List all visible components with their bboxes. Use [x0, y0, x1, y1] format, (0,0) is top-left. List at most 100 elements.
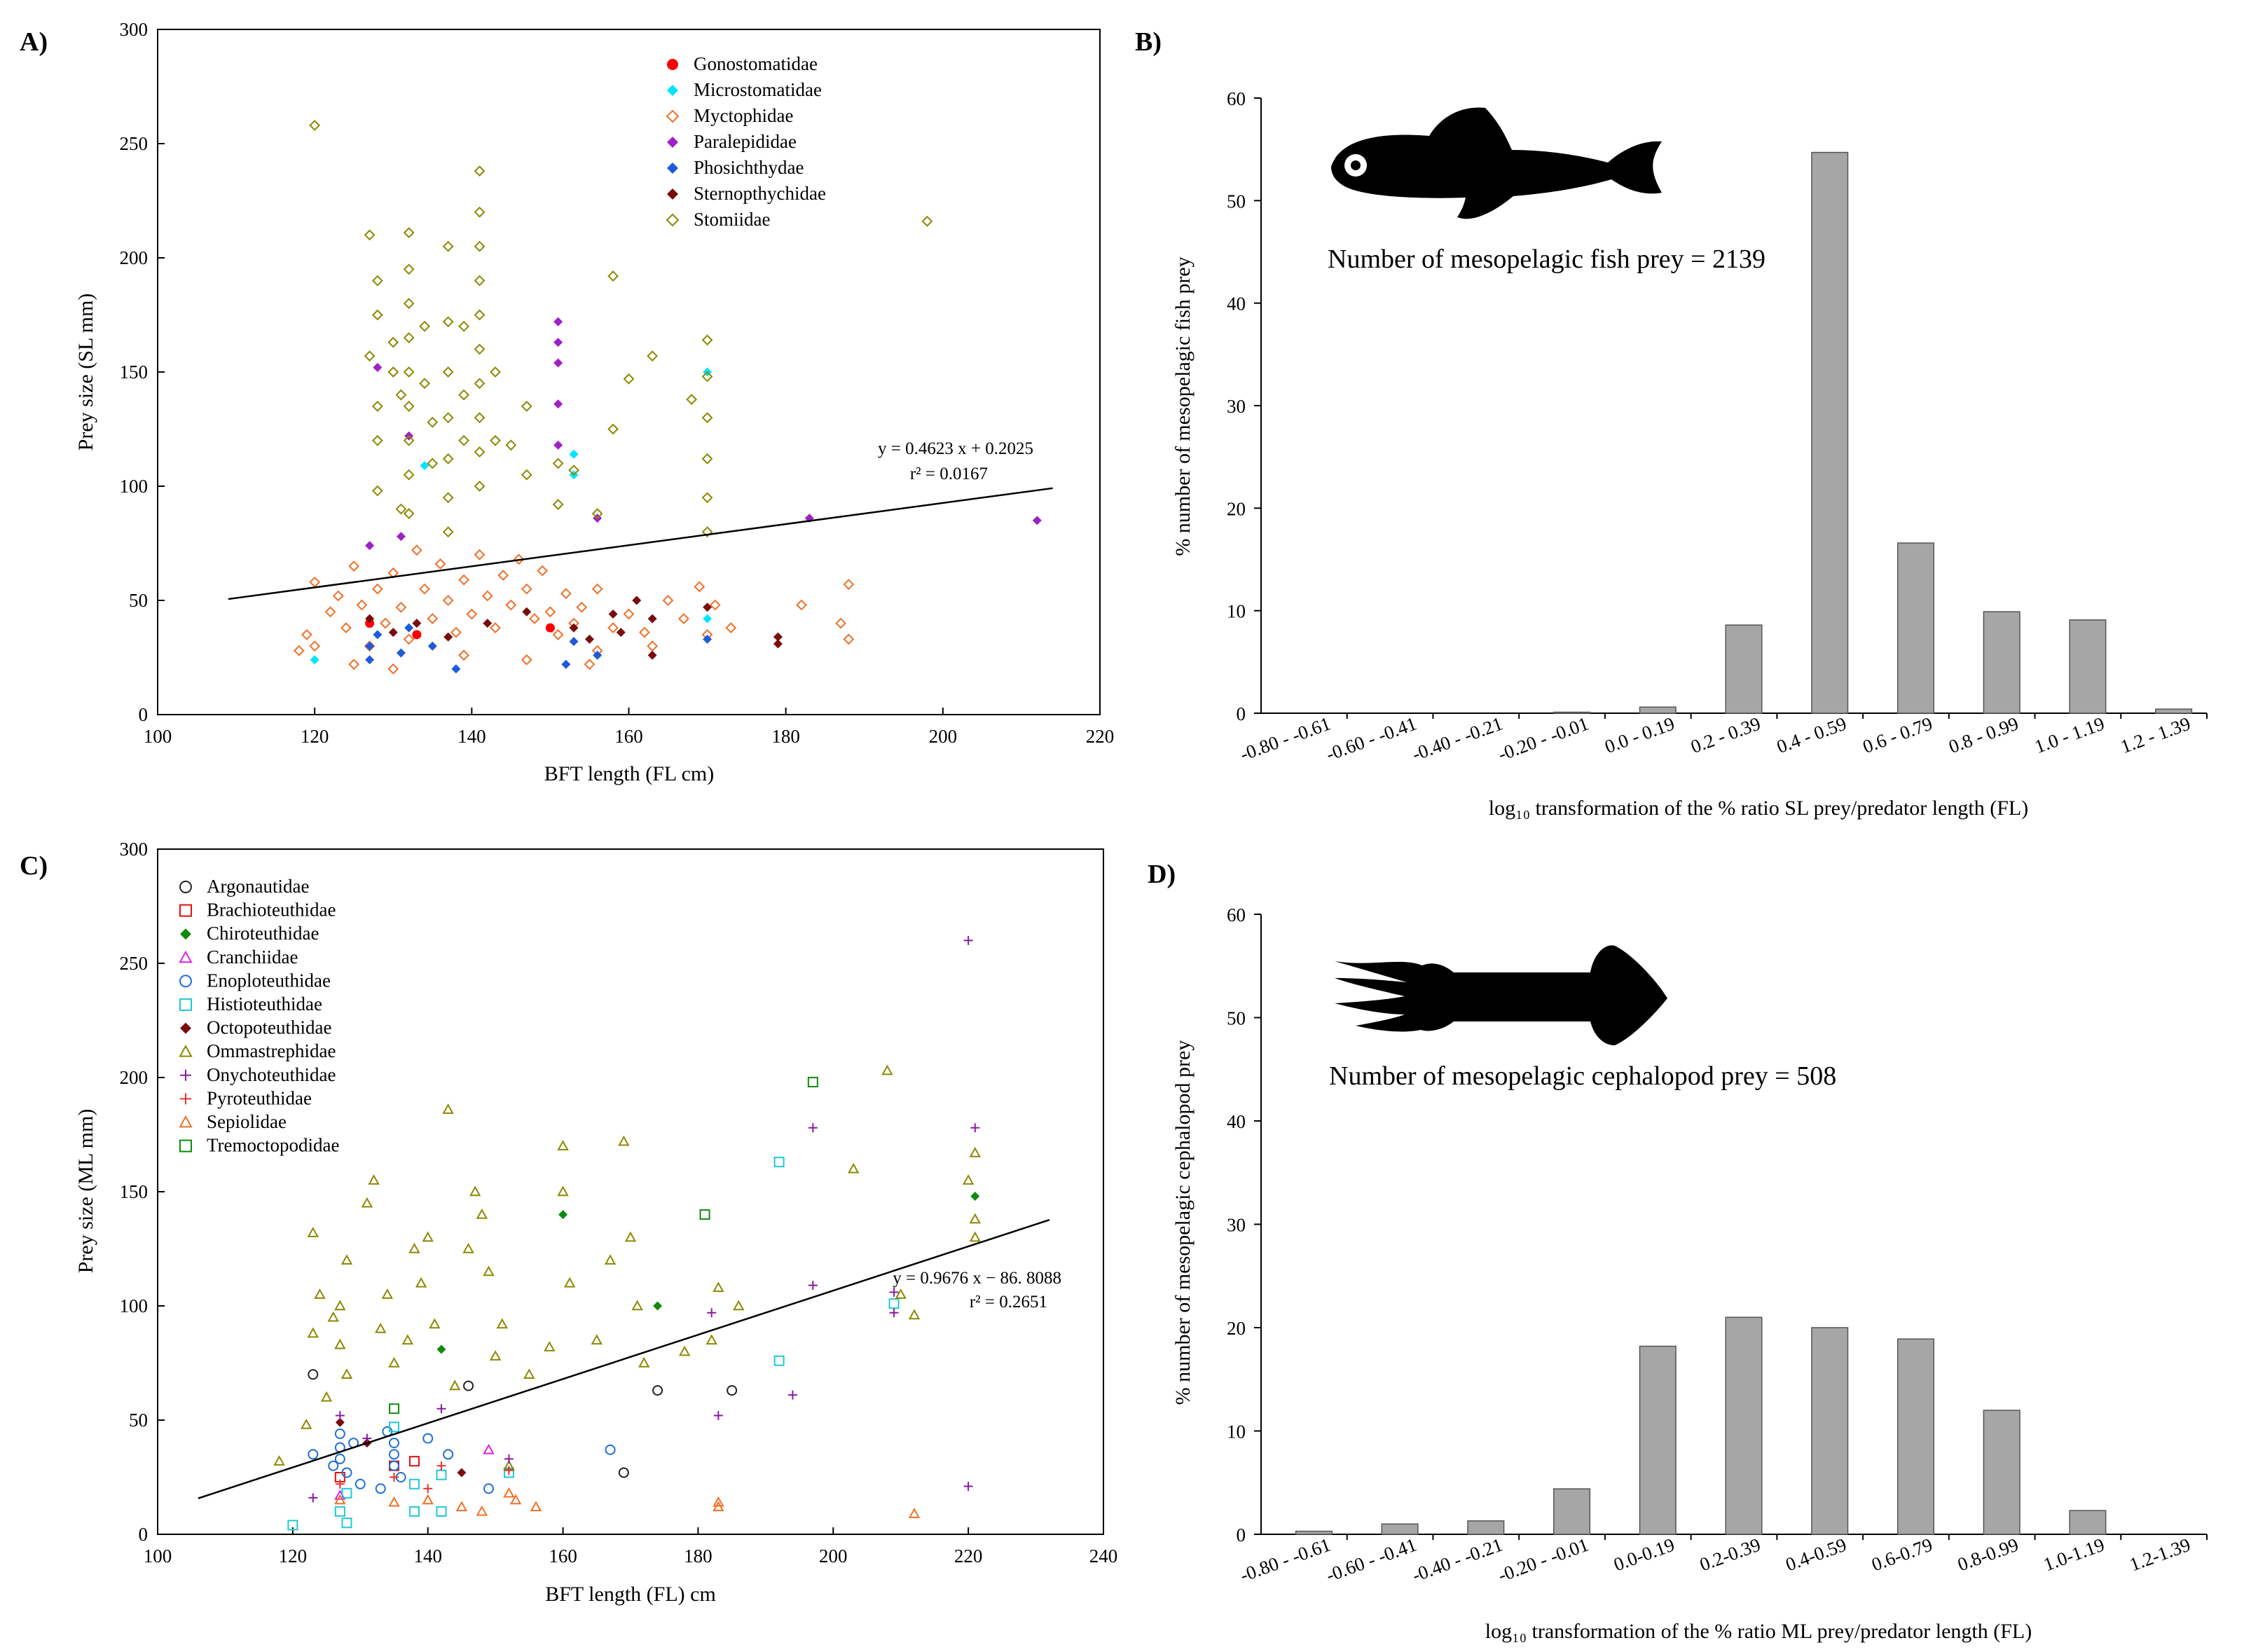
a-series-myctophidae [293, 544, 855, 675]
c-series-enoploteuthidae [308, 1426, 616, 1494]
d-x-tick-label-4: 0.0-0.19 [1611, 1534, 1677, 1575]
a-point-stomiidae [490, 434, 501, 446]
panel-d-x-ticks: -0.80 - -0.61-0.60 - -0.41-0.40 - -0.21-… [1237, 1534, 2208, 1586]
a-point-phosichthydae [365, 655, 375, 665]
c-point-ommastrephidae [483, 1265, 495, 1276]
c-x-tick-label-7: 240 [1089, 1546, 1118, 1567]
a-point-phosichthydae [427, 641, 437, 651]
a-point-myctophidae [474, 549, 486, 560]
b-y-tick-label-4: 40 [1227, 294, 1246, 315]
c-point-enoploteuthidae [605, 1444, 616, 1455]
c-point-ommastrephidae [422, 1231, 434, 1242]
a-point-microstomatidae [420, 461, 429, 471]
a-point-stomiidae [521, 400, 532, 412]
a-y-tick-label-6: 300 [120, 19, 149, 40]
c-point-sepiolidae [455, 1501, 468, 1512]
a-point-stomiidae [607, 423, 619, 435]
a-legend-item-stomiidae: Stomiidae [666, 209, 771, 230]
a-point-stomiidae [458, 320, 470, 332]
a-point-stomiidae [427, 457, 439, 469]
c-point-histioteuthidae [341, 1487, 352, 1499]
a-point-myctophidae [458, 574, 470, 586]
a-legend-item-phosichthydae: Phosichthydae [667, 157, 804, 178]
c-point-histioteuthidae [888, 1298, 900, 1309]
c-series-pyroteuthidae [335, 1461, 514, 1494]
a-point-paralepididae [553, 338, 563, 347]
c-y-tick-label-6: 300 [120, 839, 149, 860]
a-point-stomiidae [474, 412, 486, 424]
a-legend-item-paralepididae: Paralepididae [667, 131, 797, 152]
a-point-myctophidae [427, 613, 439, 624]
c-legend-marker-enoploteuthidae [179, 975, 192, 988]
c-point-enoploteuthidae [389, 1438, 399, 1449]
c-point-onychoteuthidae [335, 1410, 345, 1420]
c-legend-item-octopoteuthidae: Octopoteuthidae [180, 1017, 331, 1038]
d-x-tick-label-0: -0.80 - -0.61 [1237, 1534, 1333, 1585]
a-point-stomiidae [701, 412, 713, 424]
c-point-pyroteuthidae [504, 1466, 514, 1475]
a-point-myctophidae [395, 601, 407, 613]
panel-a-label: A) [20, 27, 48, 57]
a-point-myctophidae [348, 659, 360, 670]
b-x-tick-label-3: -0.20 - -0.01 [1495, 713, 1591, 764]
a-point-myctophidae [324, 606, 336, 618]
d-bar-5 [1725, 1316, 1763, 1535]
a-point-sternopthychidae [773, 632, 783, 642]
a-series-stomiidae [309, 120, 933, 538]
a-point-sternopthychidae [632, 596, 642, 605]
a-point-myctophidae [340, 622, 352, 634]
a-point-myctophidae [560, 588, 572, 600]
a-point-myctophidae [371, 583, 383, 595]
c-point-pyroteuthidae [423, 1484, 433, 1494]
c-point-octopoteuthidae [457, 1468, 467, 1478]
a-point-stomiidae [490, 366, 501, 378]
a-point-myctophidae [796, 599, 807, 611]
a-point-stomiidae [387, 366, 399, 378]
a-point-stomiidae [395, 503, 407, 515]
a-point-sternopthychidae [616, 628, 626, 638]
a-y-tick-label-2: 100 [120, 476, 149, 497]
a-point-stomiidae [403, 366, 415, 378]
c-y-tick-label-1: 50 [129, 1410, 148, 1431]
c-point-enoploteuthidae [334, 1453, 345, 1464]
a-point-stomiidae [701, 492, 713, 504]
c-legend-label-ommastrephidae: Ommastrephidae [207, 1040, 336, 1061]
a-point-stomiidae [458, 389, 470, 401]
a-point-stomiidae [474, 481, 486, 492]
a-point-stomiidae [403, 508, 415, 520]
c-legend-marker-pyroteuthidae [180, 1093, 191, 1105]
c-point-ommastrephidae [375, 1323, 387, 1333]
c-point-histioteuthidae [334, 1506, 345, 1517]
a-point-stomiidae [371, 485, 383, 497]
a-point-microstomatidae [703, 614, 713, 624]
c-legend-marker-histioteuthidae [179, 998, 192, 1011]
c-point-argonautidae [463, 1380, 474, 1391]
a-point-stomiidae [442, 412, 454, 424]
a-point-paralepididae [373, 362, 383, 372]
c-point-enoploteuthidae [328, 1460, 339, 1471]
d-x-tick-label-10: 1.2-1.39 [2127, 1534, 2194, 1575]
a-point-stomiidae [442, 526, 454, 538]
c-x-tick-label-2: 140 [413, 1546, 442, 1567]
a-point-sternopthychidae [522, 607, 532, 617]
a-point-stomiidae [591, 508, 603, 520]
c-point-ommastrephidae [489, 1350, 502, 1361]
a-point-stomiidae [442, 316, 454, 328]
a-point-gonostomatidae [545, 623, 555, 633]
a-point-stomiidae [474, 240, 486, 252]
d-y-tick-label-2: 20 [1227, 1318, 1246, 1339]
c-legend-label-cranchiidae: Cranchiidae [207, 947, 298, 968]
c-point-ommastrephidae [969, 1231, 981, 1242]
c-point-histioteuthidae [773, 1355, 785, 1366]
d-bar-0 [1295, 1530, 1333, 1535]
panel-b-x-label: log₁₀ transformation of the % ratio SL p… [1489, 797, 2028, 820]
c-legend-label-chiroteuthidae: Chiroteuthidae [207, 923, 319, 944]
b-x-tick-label-1: -0.60 - -0.41 [1323, 713, 1419, 764]
c-point-histioteuthidae [389, 1422, 399, 1433]
a-x-tick-label-0: 100 [144, 726, 172, 747]
b-bar-7 [1897, 542, 1934, 714]
c-point-sepiolidae [509, 1494, 522, 1505]
c-point-histioteuthidae [408, 1506, 420, 1517]
panel-a-y-label: Prey size (SL mm) [74, 294, 97, 451]
a-point-myctophidae [403, 633, 415, 645]
